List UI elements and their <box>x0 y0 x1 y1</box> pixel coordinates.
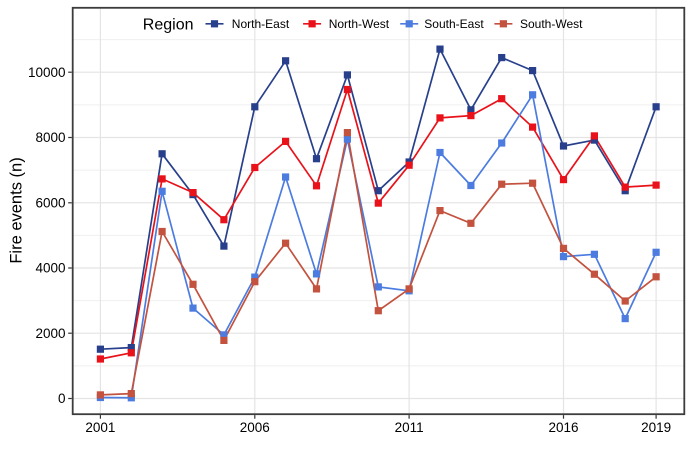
svg-text:2001: 2001 <box>85 420 115 435</box>
svg-text:North-West: North-West <box>329 17 390 31</box>
svg-text:South-West: South-West <box>520 17 583 31</box>
svg-text:North-East: North-East <box>232 17 290 31</box>
svg-text:2011: 2011 <box>395 420 424 435</box>
svg-text:0: 0 <box>58 391 66 406</box>
svg-text:2000: 2000 <box>35 326 65 341</box>
svg-text:4000: 4000 <box>35 261 65 276</box>
svg-text:Region: Region <box>143 16 194 33</box>
svg-text:Fire events (n): Fire events (n) <box>7 157 25 263</box>
svg-text:2006: 2006 <box>240 420 270 435</box>
svg-text:10000: 10000 <box>28 65 66 80</box>
svg-text:2019: 2019 <box>641 420 671 435</box>
svg-text:2016: 2016 <box>548 420 578 435</box>
svg-text:6000: 6000 <box>35 195 65 210</box>
svg-text:South-East: South-East <box>424 17 484 31</box>
svg-text:8000: 8000 <box>35 130 65 145</box>
